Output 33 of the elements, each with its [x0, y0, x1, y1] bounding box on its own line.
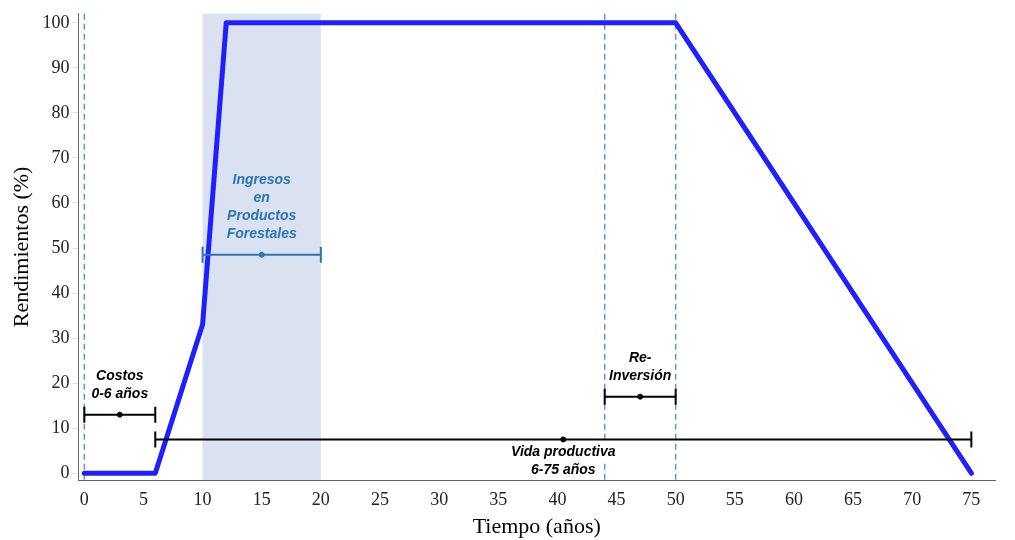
x-tick-label: 0 [79, 488, 89, 509]
y-tick-label: 30 [51, 326, 70, 347]
annotation: Ingresos en Productos Forestales [226, 170, 297, 241]
x-tick-label: 25 [370, 488, 389, 509]
x-tick-label: 15 [252, 488, 271, 509]
x-tick-label: 45 [607, 488, 626, 509]
x-tick-label: 20 [311, 488, 330, 509]
x-tick-label: 75 [962, 488, 981, 509]
y-tick-label: 80 [51, 101, 70, 122]
annotation: Costos 0-6 años [91, 366, 149, 401]
y-tick-label: 40 [51, 281, 70, 302]
y-tick-label: 100 [42, 11, 70, 32]
x-tick-label: 30 [430, 488, 449, 509]
x-tick-label: 65 [844, 488, 863, 509]
y-tick-label: 60 [51, 191, 70, 212]
x-tick-label: 50 [666, 488, 685, 509]
annotation: Re- Inversión [609, 348, 672, 383]
x-tick-label: 40 [548, 488, 567, 509]
x-tick-label: 55 [725, 488, 744, 509]
y-tick-label: 70 [51, 146, 70, 167]
annotation: Vida productiva 6-75 años [511, 443, 616, 478]
x-tick-label: 5 [138, 488, 148, 509]
x-tick-label: 70 [903, 488, 922, 509]
x-tick-label: 10 [193, 488, 212, 509]
x-axis-title: Tiempo (años) [472, 512, 601, 538]
x-tick-label: 60 [784, 488, 803, 509]
y-tick-label: 20 [51, 371, 70, 392]
y-tick-label: 0 [60, 461, 70, 482]
y-axis-title: Rendimientos (%) [7, 166, 33, 328]
y-tick-label: 10 [51, 416, 70, 437]
y-tick-label: 90 [51, 56, 70, 77]
x-tick-label: 35 [489, 488, 508, 509]
y-tick-label: 50 [51, 236, 70, 257]
